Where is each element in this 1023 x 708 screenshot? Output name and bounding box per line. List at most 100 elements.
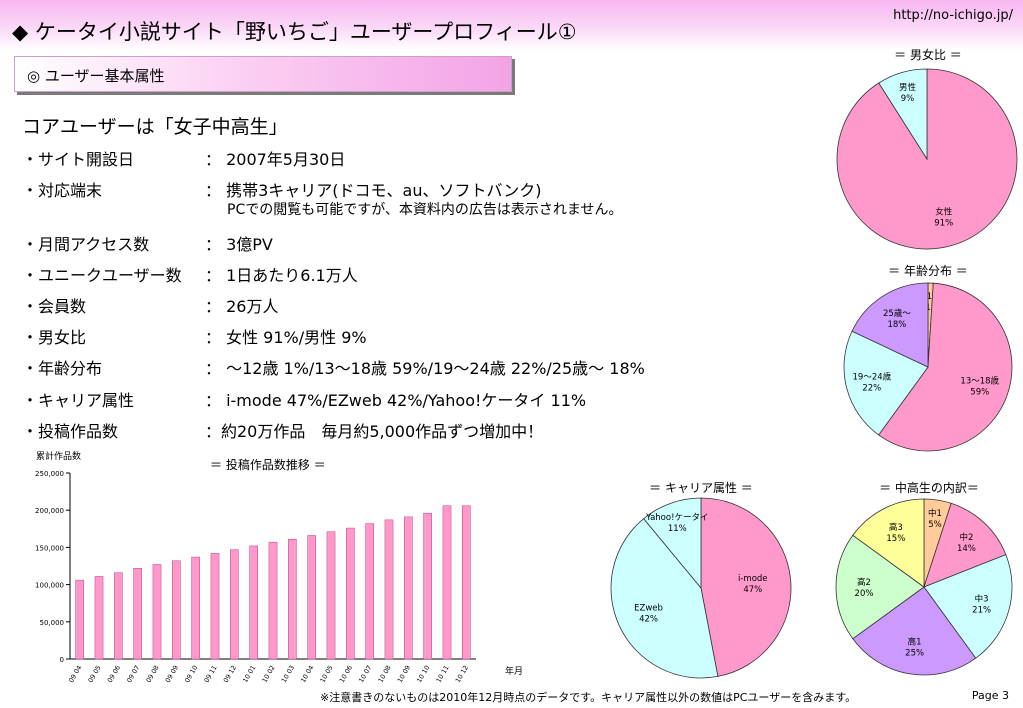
x-axis-label: 年月 — [505, 665, 523, 677]
attr-value: ： 1日あたり6.1万人 — [205, 266, 358, 285]
slice-label: 男性 — [899, 82, 917, 93]
pie-slice — [878, 282, 1013, 452]
bar-chart: 累計作品数 0 50,000 100,000 150,000 200,000 250,000… — [35, 450, 523, 684]
bar — [326, 531, 336, 660]
x-tick-label: 10 07 — [357, 664, 373, 684]
bar — [423, 512, 432, 660]
pie-slice — [700, 497, 792, 677]
attr-label: ・会員数 — [22, 297, 87, 316]
slice-label: Yahoo!ケータイ — [645, 513, 708, 523]
y-tick-label: 250,000 — [35, 470, 64, 478]
headline: コアユーザーは「女子中高生」 — [22, 116, 288, 138]
y-tick-label: 150,000 — [35, 544, 64, 552]
pie-slice — [852, 586, 977, 676]
bar — [249, 545, 258, 660]
slice-value: 11% — [668, 524, 687, 534]
x-tick-label: 09 12 — [222, 664, 238, 684]
carrier-pie-title: ＝ キャリア属性 ＝ — [649, 481, 753, 495]
attr-label: ・キャリア属性 — [22, 391, 135, 410]
pie-slice — [851, 282, 929, 368]
y-tick-label: 200,000 — [35, 507, 64, 515]
slice-label: 中3 — [975, 594, 989, 605]
slice-value: 15% — [886, 534, 905, 544]
slice-value: 59% — [970, 388, 989, 398]
site-url: http://no-ichigo.jp/ — [893, 8, 1013, 23]
x-tick-label: 09 09 — [164, 664, 180, 684]
slice-value: 14% — [957, 544, 976, 554]
pie-slice — [610, 518, 719, 679]
x-tick-label: 10 04 — [299, 664, 315, 684]
footnote: ※注意書きのないものは2010年12月時点のデータです。キャリア属性以外の数値は… — [320, 691, 857, 704]
x-tick-label: 09 04 — [67, 664, 83, 684]
slice-value: 5% — [928, 520, 942, 530]
y-tick-label: 100,000 — [35, 582, 64, 590]
page-number: Page 3 — [971, 689, 1009, 702]
slice-label: i-mode — [738, 574, 768, 584]
bar — [442, 505, 452, 660]
bar — [365, 523, 374, 660]
bar-chart-title: ＝ 投稿作品数推移 ＝ — [210, 458, 326, 472]
attr-value: ： i-mode 47%/EZweb 42%/Yahoo!ケータイ 11% — [205, 391, 587, 410]
bar — [288, 538, 297, 660]
bar — [191, 556, 200, 660]
bar — [133, 567, 142, 660]
attr-value: ： ～12歳 1%/13～18歳 59%/19～24歳 22%/25歳～ 18% — [205, 359, 645, 378]
slice-value: 9% — [901, 94, 915, 104]
x-tick-label: 10 06 — [338, 664, 354, 684]
slice-label: 高3 — [889, 522, 903, 533]
attr-label: ・対応端末 — [22, 181, 103, 200]
slice-label: 高1 — [908, 636, 922, 647]
x-tick-label: 10 05 — [318, 664, 334, 684]
slice-value: 20% — [855, 589, 874, 599]
attr-value: ： 2007年5月30日 — [205, 150, 346, 169]
attr-value: ： 携帯3キャリア(ドコモ、au、ソフトバンク) — [205, 181, 542, 200]
bar — [346, 527, 355, 660]
pie-slice — [852, 498, 925, 588]
attr-label: ・月間アクセス数 — [22, 235, 150, 254]
x-tick-label: 09 06 — [106, 664, 122, 684]
x-tick-label: 09 08 — [144, 664, 160, 684]
slice-label: 女性 — [935, 207, 953, 218]
x-tick-label: 09 07 — [125, 664, 141, 684]
pie-slice — [923, 502, 1007, 588]
slice-label: 中1 — [928, 508, 942, 519]
y-tick-label: 0 — [60, 656, 64, 664]
x-tick-label: 10 09 — [396, 664, 412, 684]
slice-label: 13～18歳 — [960, 376, 999, 387]
attr-label: ・投稿作品数 — [22, 422, 119, 441]
header-band — [0, 0, 1023, 50]
bar — [94, 576, 104, 660]
x-tick-label: 10 10 — [415, 664, 431, 684]
attr-label: ・ユニークユーザー数 — [22, 266, 182, 285]
bar — [114, 572, 123, 660]
attr-label: ・サイト開設日 — [22, 150, 135, 169]
y-tick-label: 50,000 — [40, 619, 65, 627]
x-tick-label: 09 10 — [183, 664, 199, 684]
bar — [230, 549, 239, 660]
students-pie-title: ＝ 中高生の内訳＝ — [879, 481, 979, 495]
slice-value: 47% — [743, 585, 762, 595]
attr-note: PCでの閲覧も可能ですが、本資料内の広告は表示されません。 — [227, 202, 623, 218]
slice-value: 91% — [934, 219, 953, 229]
attr-label: ・年齢分布 — [22, 359, 103, 378]
x-tick-label: 10 12 — [454, 664, 470, 684]
bar — [210, 553, 220, 660]
attr-label: ・男女比 — [22, 328, 87, 347]
slice-value: 25% — [905, 648, 924, 658]
age-pie-title: ＝ 年齢分布 ＝ — [888, 264, 968, 278]
bar — [307, 535, 316, 660]
section-label: ◎ ユーザー基本属性 — [27, 67, 165, 85]
slice-label: EZweb — [634, 604, 663, 614]
pie-slice — [835, 534, 925, 640]
x-tick-label: 09 11 — [202, 664, 218, 684]
bar — [172, 560, 181, 660]
section-banner: ◎ ユーザー基本属性 — [14, 56, 512, 92]
x-tick-label: 10 08 — [376, 664, 392, 684]
slice-value: 18% — [887, 320, 906, 330]
pie-slice — [878, 68, 928, 161]
page-title: ◆ ケータイ小説サイト「野いちご」ユーザープロフィール① — [12, 20, 577, 44]
